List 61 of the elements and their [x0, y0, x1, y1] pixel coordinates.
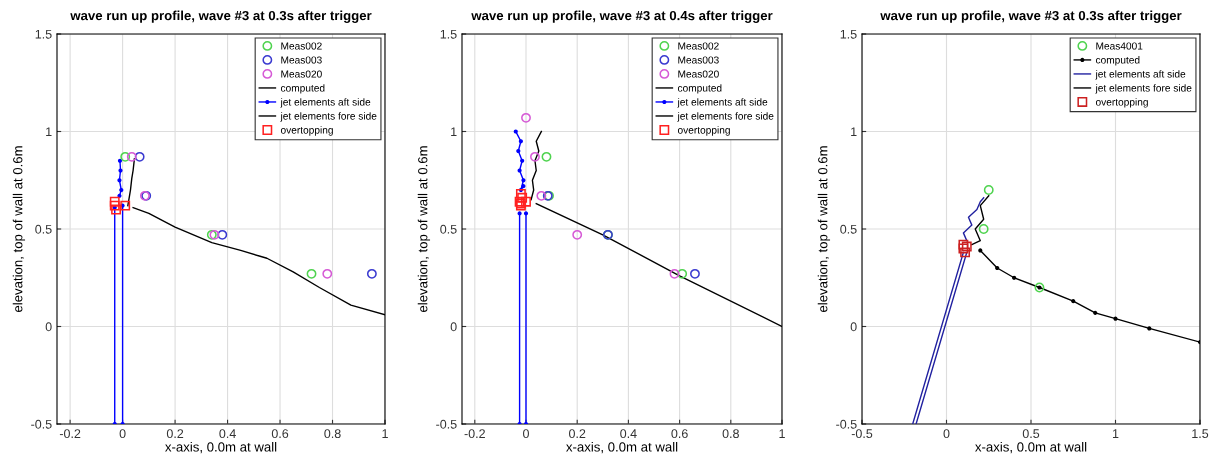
x-tick-label: -0.2 [59, 429, 81, 439]
y-tick-label: 1.5 [840, 29, 857, 39]
legend-label: jet elements fore side [280, 112, 377, 122]
x-tick-label: 0.6 [271, 429, 289, 439]
y-tick-label: 1 [851, 127, 857, 137]
chart-title: wave run up profile, wave #3 at 0.3s after trigger [880, 10, 1182, 23]
x-tick-label: 0.4 [620, 429, 637, 439]
x-tick-label: 0.4 [219, 429, 236, 439]
y-tick-label: 0.5 [840, 224, 857, 234]
legend-label: overtopping [280, 126, 333, 136]
chart-title: wave run up profile, wave #3 at 0.3s after trigger [70, 10, 372, 23]
x-tick-label: 0 [119, 429, 126, 439]
y-tick-label: -0.5 [436, 419, 457, 429]
y-axis-title: elevation, top of wall at 0.6m [417, 146, 431, 313]
x-tick-label: 1 [1112, 429, 1119, 438]
x-tick-label: 1 [382, 429, 388, 438]
x-tick-label: 1.5 [1192, 429, 1209, 439]
y-tick-label: 1 [451, 127, 457, 137]
x-tick-label: 0.8 [324, 429, 341, 439]
x-axis-title: x-axis, 0.0m at wall [975, 441, 1087, 454]
legend-label: jet elements aft side [677, 98, 768, 108]
y-tick-label: 0 [850, 322, 857, 332]
x-tick-label: 0.6 [671, 429, 688, 439]
x-tick-label: 0.5 [1022, 429, 1040, 439]
x-tick-label: 1 [779, 429, 785, 438]
y-tick-label: 0.5 [35, 224, 52, 234]
legend-label: Meas020 [678, 70, 719, 78]
legend-label: jet elements aft side [280, 98, 371, 108]
y-tick-label: 0 [45, 322, 52, 332]
legend-label: Meas020 [281, 70, 322, 78]
y-axis-title: elevation, top of wall at 0.6m [817, 146, 831, 313]
y-tick-label: -0.5 [31, 419, 52, 429]
legend-label: computed [1095, 56, 1140, 66]
x-tick-label: 0 [523, 429, 529, 439]
x-axis-title: x-axis, 0.0m at wall [566, 441, 678, 454]
y-axis-title: elevation, top of wall at 0.6m [12, 146, 26, 313]
x-tick-label: -0.2 [464, 429, 485, 439]
legend-label: overtopping [677, 126, 730, 136]
x-axis-title: x-axis, 0.0m at wall [165, 441, 277, 454]
legend-label: Meas002 [678, 42, 719, 50]
legend-label: Meas003 [678, 56, 719, 64]
y-tick-label: 0 [450, 322, 457, 332]
legend-label: overtopping [1095, 98, 1148, 108]
y-tick-label: -0.5 [836, 419, 857, 429]
legend-label: Meas4001 [1096, 42, 1143, 50]
y-tick-label: 0.5 [440, 224, 457, 234]
y-tick-label: 1.5 [35, 29, 52, 39]
legend-label: Meas003 [281, 56, 322, 64]
x-tick-label: 0 [943, 429, 950, 439]
y-tick-label: 1 [46, 127, 52, 137]
legend-label: jet elements fore side [1095, 84, 1192, 94]
legend-label: jet elements fore side [677, 112, 774, 122]
x-tick-label: 0.2 [569, 429, 586, 439]
chart-title: wave run up profile, wave #3 at 0.4s after trigger [471, 10, 773, 23]
x-tick-label: 0.8 [722, 429, 739, 439]
x-tick-label: 0.2 [166, 429, 184, 439]
legend-label: jet elements aft side [1095, 70, 1186, 80]
y-tick-label: 1.5 [440, 29, 457, 39]
legend-label: computed [677, 84, 722, 94]
legend-label: Meas002 [281, 42, 322, 50]
legend-label: computed [280, 84, 325, 94]
